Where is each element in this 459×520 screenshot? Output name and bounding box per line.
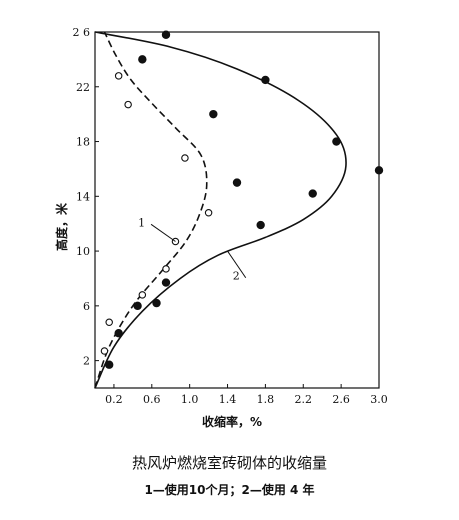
x-axis-label: 收缩率，% [202,414,262,429]
x-tick-label: 0.6 [143,393,161,406]
series-2-point [133,301,142,311]
plot-frame [94,31,380,389]
series-2-point [161,278,171,287]
series-1-point [124,100,132,109]
series-1-point [204,208,213,217]
series-1-point [138,291,147,299]
series-2-point [261,75,270,85]
x-tick-label: 2.2 [295,393,313,406]
series-2-point [104,360,114,369]
annotations: 12 [138,216,247,283]
y-tick-label: 22 [76,81,90,94]
leader-line-2 [227,250,247,279]
x-tick-label: 3.0 [370,393,388,406]
curve-label-2: 2 [233,270,240,283]
x-tick-label: 0.2 [105,393,123,406]
series-1-point [162,265,170,273]
series-2-point [114,329,123,338]
series-2-point [308,189,317,198]
curves [94,31,347,389]
y-tick-label: 10 [76,245,90,258]
y-tick-label: 6 [83,300,90,313]
series-1-point [105,318,113,327]
data-points [100,30,384,369]
series-2-point [256,220,265,230]
series-2-point [138,55,147,64]
series-2-point [152,298,161,308]
y-tick-label: 2 6 [73,26,91,39]
y-tick-label: 18 [76,136,90,149]
x-tick-label: 1.8 [257,393,275,406]
x-tick-label: 1.4 [219,393,237,406]
figure-caption: 热风炉燃烧室砖砌体的收缩量 [131,454,327,472]
leader-line-1 [150,223,176,242]
series-2-point [332,137,341,146]
x-tick-label: 2.6 [332,393,350,406]
series-1-curve [94,31,208,389]
series-1-point [114,72,123,80]
axes [94,31,380,389]
y-tick-label: 14 [76,190,90,203]
series-2-point [209,109,218,119]
x-tick-label: 1.0 [181,393,199,406]
y-tick-label: 2 [83,355,90,368]
series-1-point [181,154,189,162]
curve-label-1: 1 [138,216,145,229]
series-1-point [100,347,109,355]
series-2-point [374,166,384,175]
figure-legend: 1—使用10个月；2—使用 4 年 [144,483,315,497]
series-2-curve [94,31,347,389]
series-2-point [232,178,242,187]
series-2-point [161,30,171,39]
y-axis-label: 高度，米 [54,202,69,251]
